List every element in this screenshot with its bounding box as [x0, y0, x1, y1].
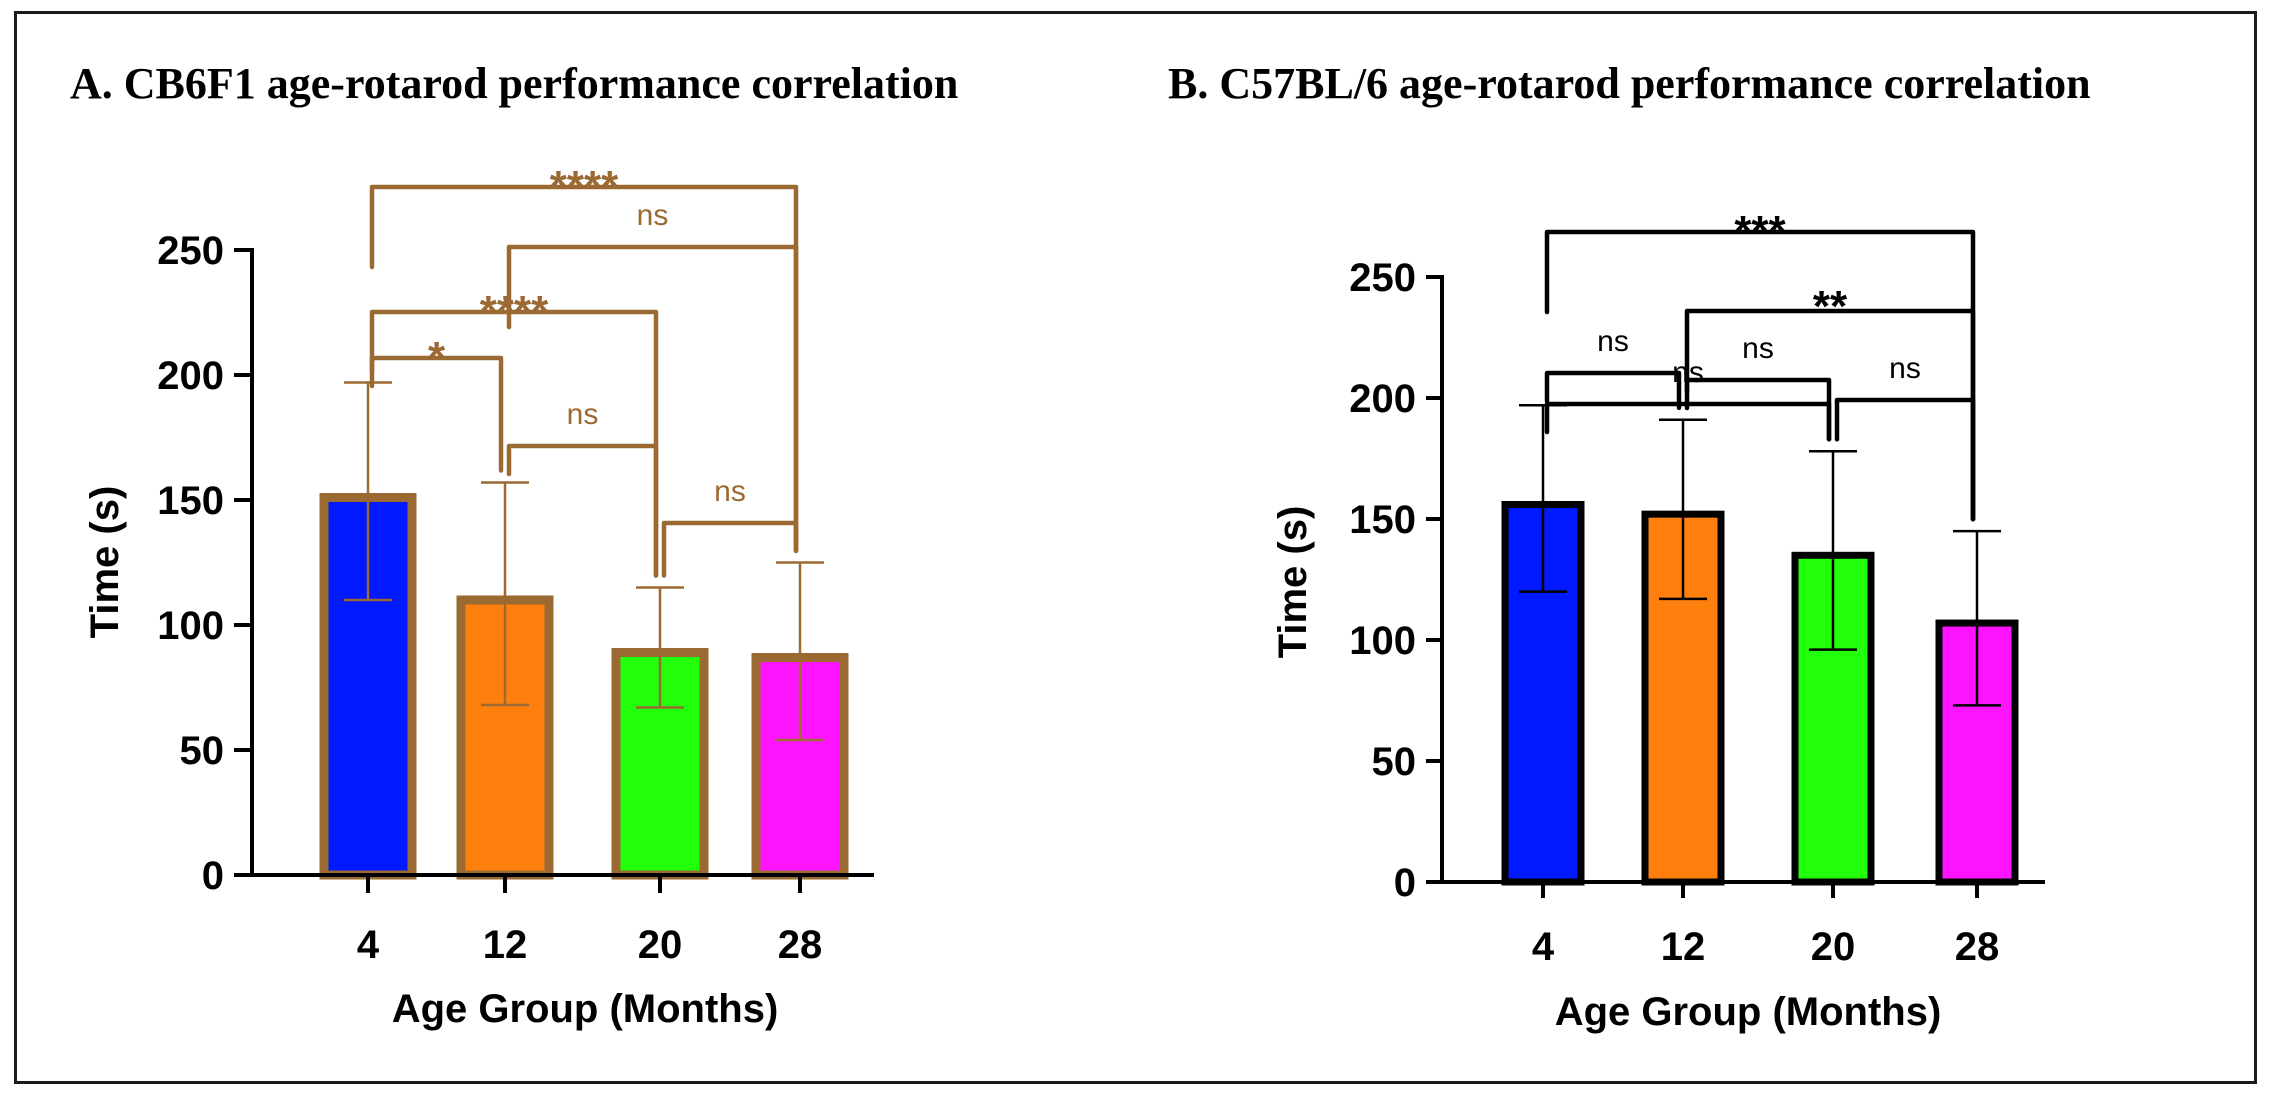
significance-label: **** — [480, 287, 549, 336]
bracket-line — [1544, 229, 1976, 522]
bracket-line — [1544, 370, 1682, 411]
x-tick-label: 4 — [1532, 925, 1555, 969]
y-tick-label: 100 — [1349, 619, 1416, 663]
significance-label: * — [428, 333, 446, 382]
chart-a: 0 50 100 150 200 250 4 12 20 28 Age Group (Months)… — [83, 162, 874, 1031]
significance-label: ns — [1889, 352, 1921, 385]
x-tick-label: 20 — [638, 923, 683, 967]
significance-bracket — [1544, 401, 1832, 442]
y-tick-label: 0 — [202, 854, 224, 898]
x-axis-title: Age Group (Months) — [392, 987, 779, 1031]
significance-bracket — [1544, 370, 1682, 411]
x-tick-label: 4 — [357, 923, 380, 967]
error-bar-12 — [481, 481, 529, 707]
error-bar-12 — [1659, 418, 1707, 601]
y-tick-label: 200 — [1349, 377, 1416, 421]
y-tick-label: 200 — [157, 354, 224, 398]
bracket-line — [369, 184, 799, 553]
chart-a-title: A. CB6F1 age-rotarod performance correla… — [70, 59, 959, 108]
significance-label: ns — [1742, 332, 1774, 365]
x-tick-label: 12 — [483, 923, 528, 967]
chart-b: 0 50 100 150 200 250 4 12 20 28 Age Group (Months)… — [1271, 207, 2045, 1034]
x-tick-label: 28 — [1955, 925, 2000, 969]
error-bar-28 — [1953, 529, 2001, 707]
bracket-line — [661, 520, 799, 578]
bracket-line — [1834, 397, 1976, 522]
significance-label: ns — [714, 475, 746, 508]
y-tick-label: 50 — [180, 729, 225, 773]
x-axis-title: Age Group (Months) — [1555, 990, 1942, 1034]
bracket-line — [506, 244, 799, 553]
significance-label: ns — [637, 199, 669, 232]
bracket-line — [506, 443, 659, 578]
y-tick-label: 0 — [1394, 861, 1416, 905]
y-tick-label: 100 — [157, 604, 224, 648]
error-bar-20 — [636, 586, 684, 709]
significance-bracket — [506, 443, 659, 578]
significance-bracket — [661, 520, 799, 578]
x-tick-label: 28 — [778, 923, 823, 967]
error-bar-28 — [776, 561, 824, 742]
significance-bracket — [1834, 397, 1976, 522]
significance-label: ns — [1597, 325, 1629, 358]
error-bar-20 — [1809, 449, 1857, 651]
chart-b-title: B. C57BL/6 age-rotarod performance corre… — [1168, 59, 2091, 108]
y-tick-label: 150 — [157, 479, 224, 523]
figure-frame — [14, 11, 2257, 1084]
error-bar-4 — [344, 381, 392, 602]
y-tick-label: 250 — [157, 229, 224, 273]
significance-bracket — [1684, 377, 1832, 442]
y-tick-label: 150 — [1349, 498, 1416, 542]
x-tick-label: 12 — [1661, 925, 1706, 969]
significance-label: ** — [1813, 282, 1848, 331]
significance-label: **** — [550, 162, 619, 211]
y-tick-label: 50 — [1372, 740, 1417, 784]
significance-label: *** — [1734, 207, 1786, 256]
significance-bracket — [369, 184, 799, 553]
significance-bracket — [506, 244, 799, 553]
significance-bracket — [1544, 229, 1976, 522]
x-tick-label: 20 — [1811, 925, 1856, 969]
y-axis-title: Time (s) — [83, 486, 127, 639]
bracket-line — [1684, 377, 1832, 442]
y-tick-label: 250 — [1349, 256, 1416, 300]
bracket-line — [1544, 401, 1832, 442]
significance-label: ns — [567, 398, 599, 431]
y-axis-title: Time (s) — [1271, 506, 1315, 659]
